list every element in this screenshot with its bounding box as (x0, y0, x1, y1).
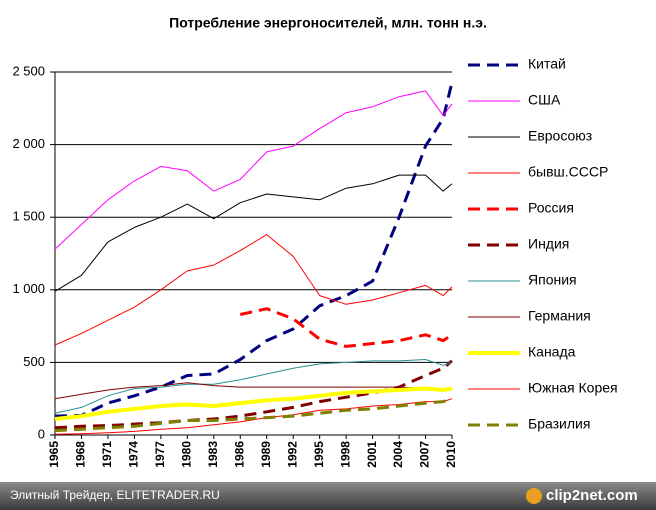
x-tick-label: 2007 (418, 441, 432, 468)
footer-bar (0, 482, 656, 510)
logo-icon (526, 488, 542, 504)
legend-label: США (528, 92, 561, 108)
x-tick-label: 1977 (153, 441, 167, 468)
y-tick-label: 0 (38, 426, 45, 441)
chart-title: Потребление энергоносителей, млн. тонн н… (169, 15, 487, 31)
x-tick-label: 2001 (365, 441, 379, 468)
series-line (54, 174, 453, 292)
x-tick-label: 1971 (100, 441, 114, 468)
x-tick-label: 1983 (206, 441, 220, 468)
y-tick-label: 2 000 (12, 136, 45, 151)
legend-label: бывш.СССР (528, 164, 608, 180)
y-tick-label: 1 500 (12, 209, 45, 224)
x-tick-label: 1974 (127, 441, 141, 468)
legend-label: Индия (528, 236, 569, 252)
legend-label: Евросоюз (528, 128, 592, 144)
x-tick-label: 1989 (259, 441, 273, 468)
x-tick-label: 1968 (74, 441, 88, 468)
series-line (54, 397, 453, 433)
series-line (54, 81, 454, 418)
series-line (54, 90, 453, 250)
series-line (239, 307, 453, 348)
legend-label: Япония (528, 272, 577, 288)
series-line (54, 234, 453, 346)
legend-label: Россия (528, 200, 574, 216)
legend-label: Канада (528, 344, 576, 360)
footer-logo: clip2net.com (546, 487, 638, 504)
y-tick-label: 500 (23, 354, 45, 369)
x-tick-label: 1980 (180, 441, 194, 468)
footer-source: Элитный Трейдер, ELITETRADER.RU (10, 488, 220, 502)
x-tick-label: 1986 (232, 441, 246, 468)
series-line (54, 359, 453, 414)
legend-label: Бразилия (528, 416, 590, 432)
y-tick-label: 2 500 (12, 63, 45, 78)
x-tick-label: 2004 (391, 441, 405, 468)
series-line (54, 359, 453, 430)
x-tick-label: 1995 (312, 441, 326, 468)
x-tick-label: 1965 (47, 441, 61, 468)
series-line (54, 386, 453, 421)
x-tick-label: 1992 (285, 441, 299, 468)
x-tick-label: 1998 (338, 441, 352, 468)
legend-label: Южная Корея (528, 380, 618, 396)
legend-label: Германия (528, 308, 591, 324)
legend-label: Китай (528, 56, 566, 72)
y-tick-label: 1 000 (12, 281, 45, 296)
x-tick-label: 2010 (444, 441, 458, 468)
